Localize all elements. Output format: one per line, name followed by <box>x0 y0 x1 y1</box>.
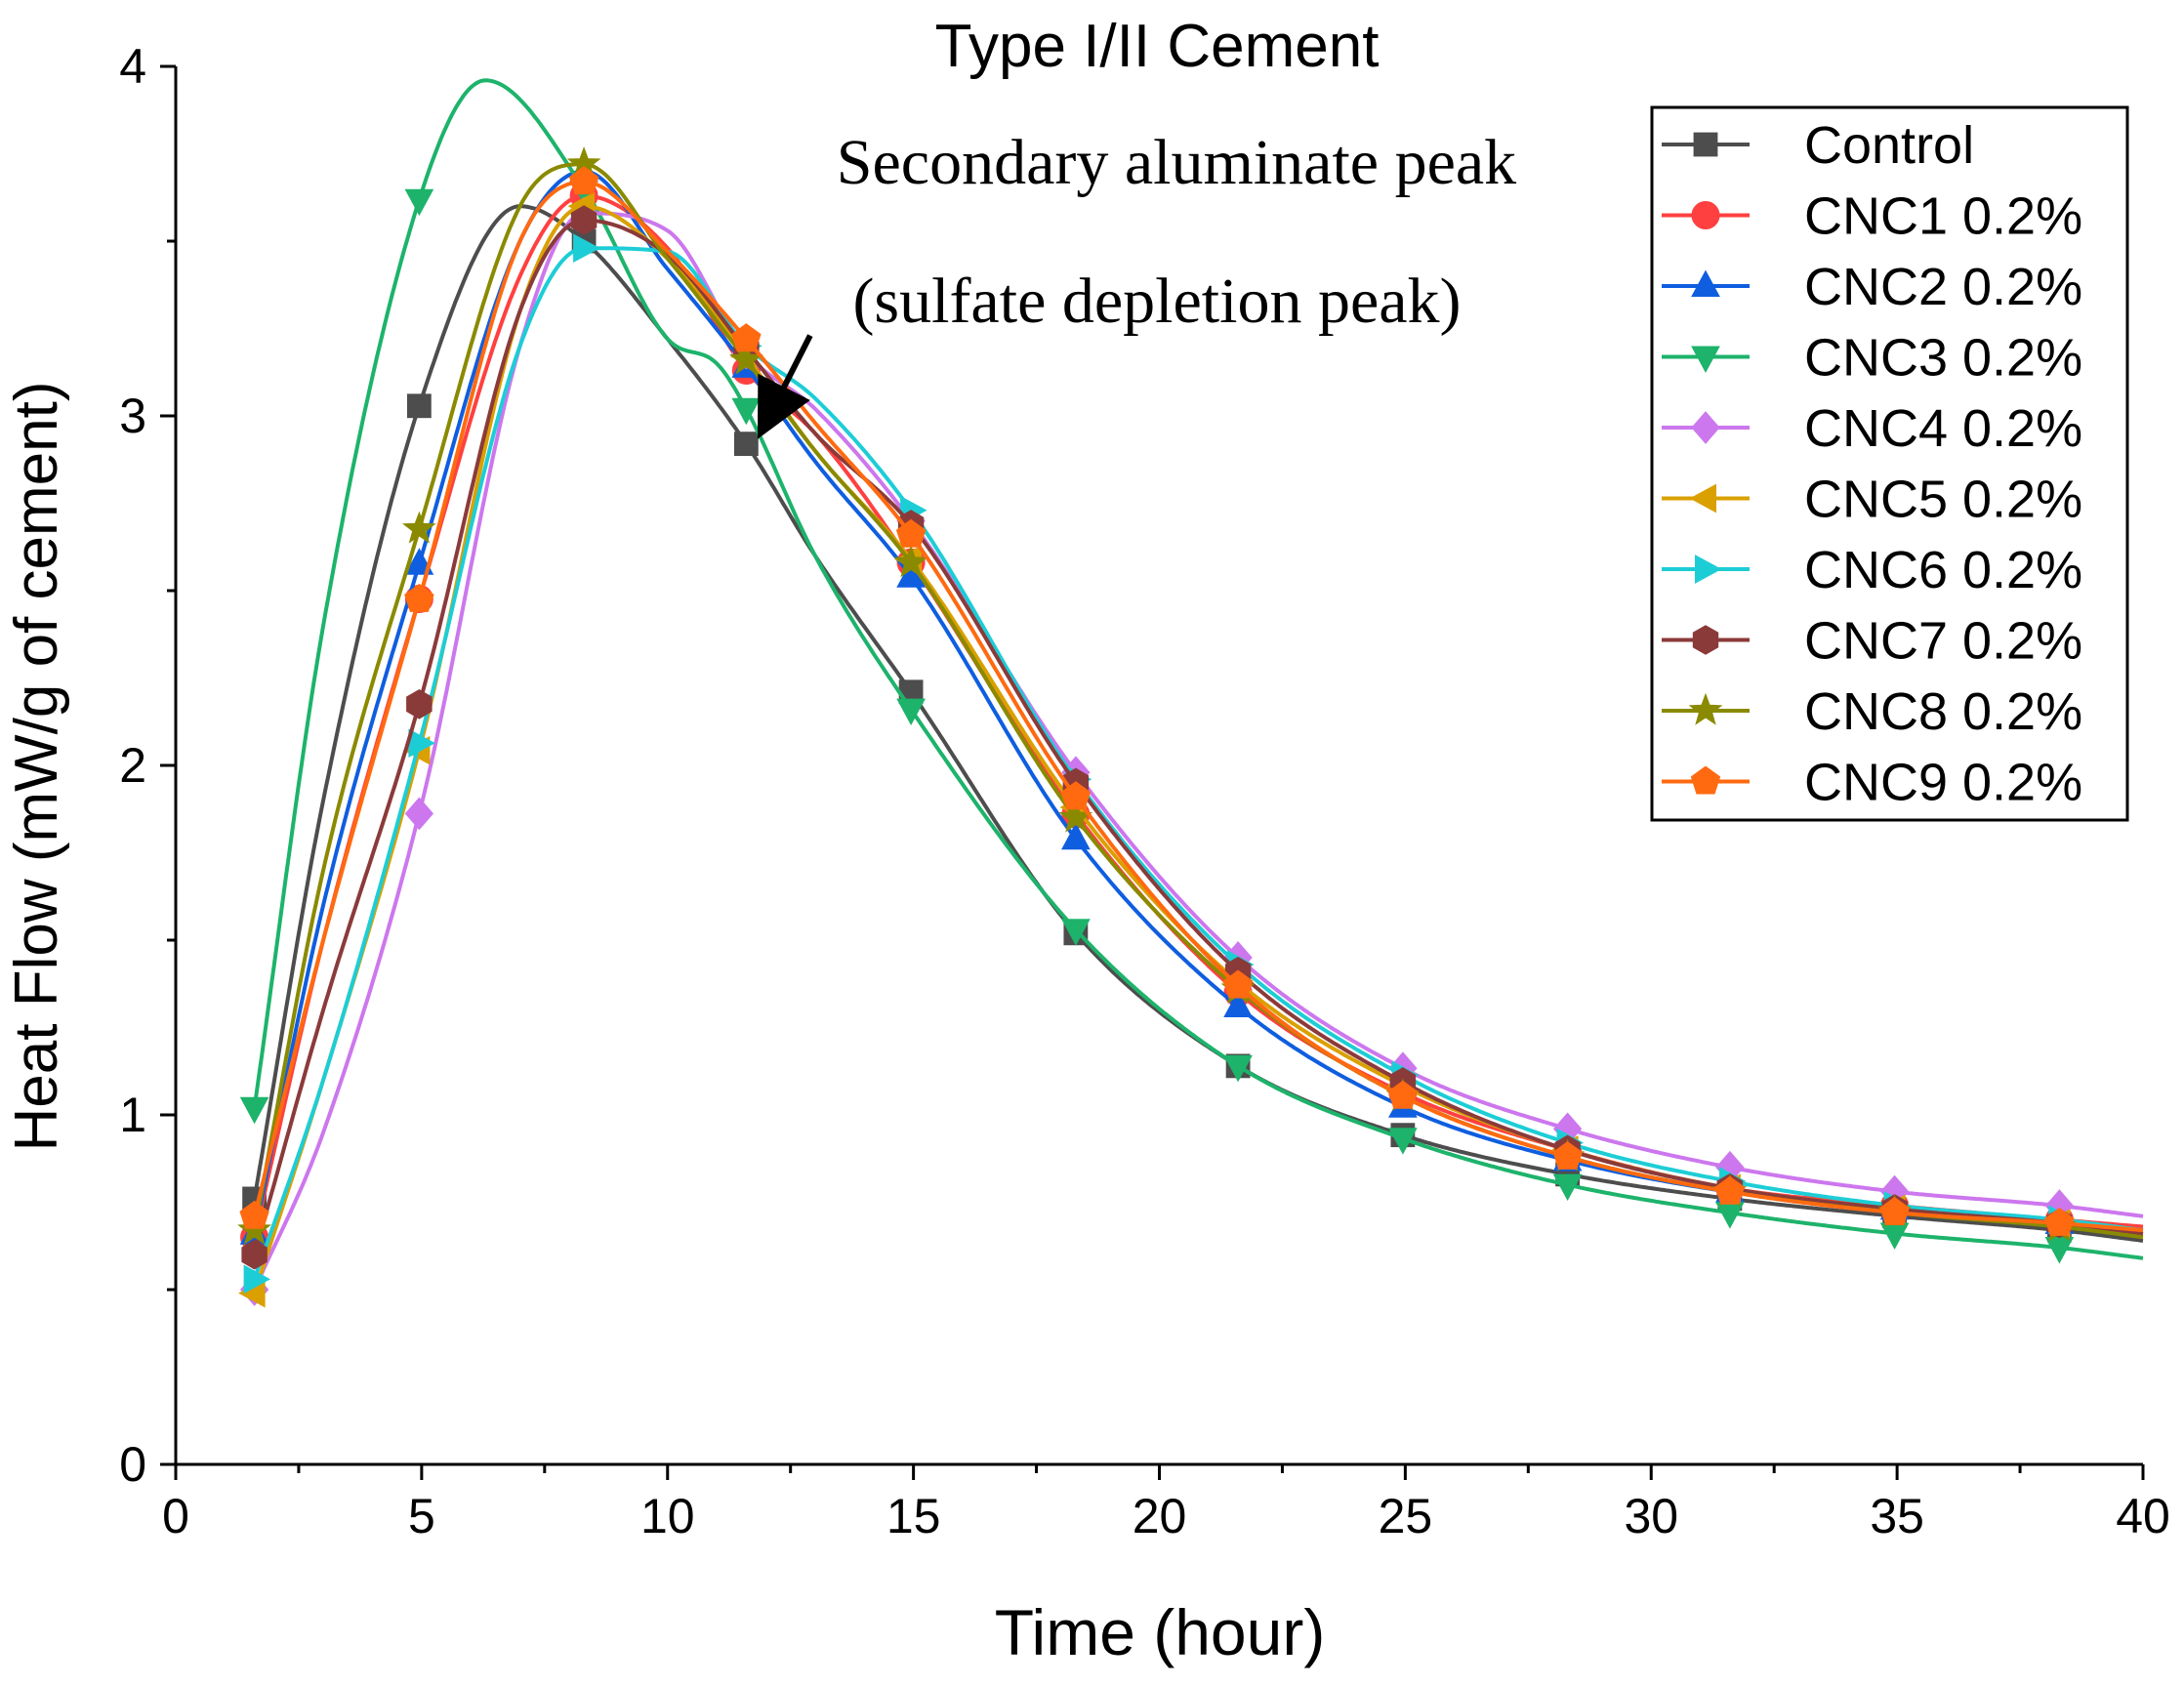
data-point <box>1387 1080 1419 1109</box>
series-line <box>252 180 2144 1233</box>
series-line <box>252 211 2144 1291</box>
legend-entry: CNC7 0.2% <box>1662 612 2082 671</box>
data-point <box>1223 1054 1253 1083</box>
legend-swatch-marker <box>1695 555 1722 584</box>
legend-swatch-marker <box>1691 201 1720 229</box>
annotation-arrow <box>757 334 813 439</box>
legend-swatch-marker <box>1690 765 1721 795</box>
legend-entry: Control <box>1662 116 1974 175</box>
annotation-line-2: (sulfate depletion peak) <box>852 266 1461 337</box>
x-axis-label: Time (hour) <box>995 1596 1326 1668</box>
legend-label: CNC3 0.2% <box>1804 329 2082 388</box>
y-axis-label: Heat Flow (mW/g of cement) <box>3 382 70 1152</box>
legend-entry: CNC4 0.2% <box>1662 399 2082 458</box>
series-line <box>252 246 2144 1280</box>
data-point <box>404 797 434 831</box>
legend-label: CNC6 0.2% <box>1804 541 2082 599</box>
x-tick-label: 40 <box>2116 1489 2170 1543</box>
legend-label: CNC1 0.2% <box>1804 187 2082 246</box>
legend-entry: CNC2 0.2% <box>1662 258 2082 316</box>
legend-swatch-marker <box>1691 269 1720 297</box>
legend-label: CNC8 0.2% <box>1804 682 2082 741</box>
data-point <box>1714 1175 1746 1205</box>
data-point <box>243 1264 271 1295</box>
x-tick-label: 0 <box>162 1489 189 1543</box>
data-point <box>1222 969 1254 999</box>
y-tick-label: 2 <box>119 738 146 793</box>
data-point <box>570 205 598 235</box>
legend-label: CNC5 0.2% <box>1804 471 2082 529</box>
data-point <box>893 545 928 578</box>
legend: Control CNC1 0.2% CNC2 0.2% CNC3 0.2% CNC4 0… <box>1650 105 2129 822</box>
legend-entry: CNC3 0.2% <box>1662 329 2082 388</box>
data-point <box>896 698 926 726</box>
x-tick-label: 30 <box>1624 1489 1678 1543</box>
data-point <box>239 1200 269 1229</box>
series-line <box>252 218 2144 1255</box>
data-point <box>1879 1196 1910 1225</box>
legend-box <box>1650 105 2129 822</box>
legend-label: CNC7 0.2% <box>1804 612 2082 671</box>
series-cnc9 <box>239 166 2144 1236</box>
legend-swatch-marker <box>1691 346 1720 373</box>
legend-swatch-marker <box>1691 411 1720 444</box>
x-tick-label: 5 <box>408 1489 435 1543</box>
data-point <box>731 323 762 352</box>
data-point <box>241 1239 268 1270</box>
data-point <box>895 518 927 548</box>
x-tick-label: 25 <box>1379 1489 1433 1543</box>
x-tick-label: 20 <box>1133 1489 1187 1543</box>
chart-title: Type I/II Cement <box>935 13 1380 80</box>
legend-label: CNC2 0.2% <box>1804 258 2082 316</box>
data-point <box>1223 990 1253 1017</box>
legend-label: CNC4 0.2% <box>1804 399 2082 458</box>
y-tick-label: 4 <box>119 39 146 94</box>
data-point <box>2044 1207 2075 1236</box>
legend-label: Control <box>1804 116 1974 175</box>
data-point <box>573 233 600 264</box>
legend-swatch-marker <box>1689 483 1716 514</box>
legend-entry: CNC8 0.2% <box>1662 682 2082 741</box>
legend-swatch-marker <box>1692 625 1719 655</box>
data-point <box>1061 919 1091 946</box>
data-point <box>239 1096 269 1125</box>
data-point <box>404 583 434 612</box>
data-point <box>568 166 599 195</box>
legend-entry: CNC5 0.2% <box>1662 471 2082 529</box>
annotation-line-1: Secondary aluminate peak <box>837 127 1516 198</box>
x-tick-label: 35 <box>1870 1489 1924 1543</box>
legend-entry: CNC9 0.2% <box>1662 754 2082 812</box>
data-point <box>1061 822 1091 850</box>
plot-area: 0 5 10 15 20 25 30 35 40 0 1 2 3 4 <box>119 39 2170 1543</box>
legend-entry: CNC6 0.2% <box>1662 541 2082 599</box>
data-point <box>1388 1128 1418 1155</box>
legend-swatch-marker <box>1688 692 1723 725</box>
data-point <box>406 689 433 720</box>
data-point <box>404 188 434 217</box>
data-point <box>402 511 436 544</box>
data-point <box>731 397 762 426</box>
data-point <box>406 393 432 419</box>
y-tick-label: 1 <box>119 1088 146 1142</box>
x-tick-label: 15 <box>886 1489 941 1543</box>
data-point <box>1060 781 1092 810</box>
data-point <box>1552 1140 1583 1170</box>
y-tick-label: 0 <box>119 1437 146 1492</box>
x-tick-label: 10 <box>640 1489 695 1543</box>
y-tick-label: 3 <box>119 389 146 443</box>
data-point <box>1552 1173 1583 1202</box>
legend-entry: CNC1 0.2% <box>1662 187 2082 246</box>
data-point <box>733 432 759 457</box>
legend-label: CNC9 0.2% <box>1804 754 2082 812</box>
legend-swatch-marker <box>1693 132 1718 157</box>
